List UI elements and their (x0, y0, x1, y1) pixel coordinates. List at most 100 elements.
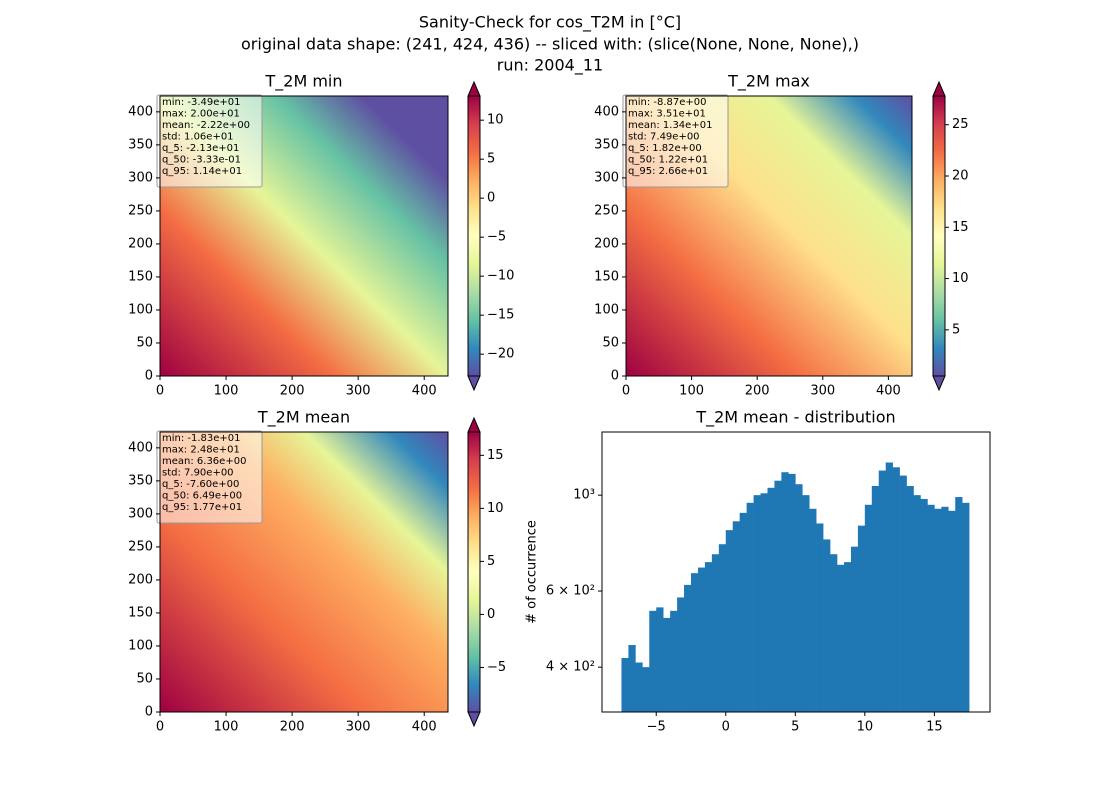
colorbar-extend (467, 711, 481, 728)
histogram-bar (746, 502, 754, 712)
y-tick-label: 150 (128, 269, 153, 284)
y-tick-label: 300 (128, 170, 153, 185)
histogram-bar (892, 467, 900, 712)
histogram-bar (913, 495, 921, 712)
x-tick-label: 0 (156, 720, 164, 735)
colorbar (468, 96, 480, 376)
histogram-bar (871, 486, 880, 712)
histogram-bar (830, 554, 838, 712)
y-tick-label: 350 (128, 137, 153, 152)
colorbar-tick-label: 15 (952, 220, 969, 235)
x-tick-label: 200 (280, 384, 305, 399)
axes-title: T_2M max (727, 72, 810, 92)
histogram-bar (906, 486, 914, 712)
colorbar-tick-label: 5 (487, 554, 495, 569)
stats-text: max: 2.00e+01 (162, 109, 240, 120)
histogram-bar (677, 597, 685, 712)
x-tick-label: 200 (280, 720, 305, 735)
histogram-bar (621, 657, 629, 712)
stats-box (622, 94, 729, 188)
x-tick-label: 200 (745, 384, 770, 399)
axes-frame (625, 95, 913, 377)
histogram-bar (837, 564, 845, 712)
histogram-bar (788, 473, 796, 712)
stats-text: q_5: 1.82e+00 (628, 143, 702, 154)
y-axis-label: # of occurrence (525, 520, 540, 624)
colorbar-tick-label: −5 (487, 230, 506, 245)
y-tick-label: 250 (128, 203, 153, 218)
y-tick-label: 100 (128, 638, 153, 653)
y-tick-label: 300 (128, 506, 153, 521)
x-tick-label: 100 (679, 384, 704, 399)
histogram-bar (642, 667, 650, 712)
colorbar-extend (932, 375, 946, 392)
histogram-bar (962, 502, 970, 712)
histogram-bar (795, 484, 803, 712)
stats-text: mean: 1.34e+01 (628, 120, 712, 131)
colorbar-extend (467, 416, 481, 433)
y-tick-label: 400 (594, 104, 619, 119)
y-tick-label: 50 (136, 335, 153, 350)
colorbar-tick-label: −10 (487, 269, 514, 284)
y-tick-label: 400 (128, 104, 153, 119)
stats-text: q_50: 1.22e+01 (628, 155, 708, 166)
y-tick-label: 250 (594, 203, 619, 218)
y-tick-label: 350 (594, 137, 619, 152)
y-tick-label: 10³ (573, 488, 595, 503)
stats-text: min: -3.49e+01 (162, 97, 241, 108)
colorbar-tick-label: 0 (487, 607, 495, 622)
y-tick-label: 50 (136, 671, 153, 686)
stats-box (156, 430, 263, 524)
figure-title: Sanity-Check for cos_T2M in [°C] (419, 13, 681, 33)
histogram-bar (878, 470, 886, 712)
histogram-bar (753, 495, 761, 712)
x-tick-label: 400 (412, 384, 437, 399)
figure-subtitle: run: 2004_11 (497, 56, 603, 76)
y-tick-label: 350 (128, 473, 153, 488)
y-tick-label: 150 (128, 605, 153, 620)
histogram-bar (697, 567, 706, 712)
histogram-bar (899, 475, 907, 712)
histogram-bar (767, 487, 775, 712)
histogram-bar (739, 512, 747, 712)
histogram-bar (732, 521, 740, 712)
histogram-bar (843, 562, 852, 712)
stats-text: std: 1.06e+01 (162, 132, 234, 143)
histogram-bar (857, 525, 866, 712)
colorbar-tick-label: −20 (487, 347, 514, 362)
y-tick-label: 4 × 10² (546, 660, 595, 675)
colorbar-tick-label: 10 (487, 501, 504, 516)
colorbar-frame (467, 431, 481, 713)
x-tick-label: 100 (214, 384, 239, 399)
colorbar-tick-label: 10 (487, 113, 504, 128)
x-tick-label: 0 (722, 720, 730, 735)
x-tick-label: 300 (346, 720, 371, 735)
x-tick-label: 300 (810, 384, 835, 399)
stats-text: q_5: -7.60e+00 (162, 479, 239, 490)
y-tick-label: 200 (128, 572, 153, 587)
y-tick-label: 100 (128, 302, 153, 317)
axes-frame (601, 431, 991, 713)
x-tick-label: 400 (876, 384, 901, 399)
colorbar-tick-label: 25 (952, 117, 969, 132)
histogram-bar (864, 504, 873, 712)
colorbar-tick-label: 5 (487, 152, 495, 167)
stats-text: min: -1.83e+01 (162, 433, 241, 444)
stats-text: q_50: 6.49e+00 (162, 491, 242, 502)
y-tick-label: 150 (594, 269, 619, 284)
y-tick-label: 6 × 10² (546, 584, 595, 599)
histogram-bar (691, 573, 699, 712)
figure-subtitle: original data shape: (241, 424, 436) -- … (241, 35, 859, 54)
histogram-bar (663, 617, 671, 712)
stats-text: std: 7.90e+00 (162, 468, 234, 479)
x-tick-label: 0 (622, 384, 630, 399)
stats-text: q_5: -2.13e+01 (162, 143, 239, 154)
colorbar (933, 96, 945, 376)
x-tick-label: 400 (412, 720, 437, 735)
histogram-bar (920, 498, 928, 712)
y-tick-label: 0 (611, 369, 619, 384)
stats-text: mean: 6.36e+00 (162, 456, 246, 467)
histogram-bar (628, 645, 636, 712)
axes-frame (159, 95, 449, 377)
